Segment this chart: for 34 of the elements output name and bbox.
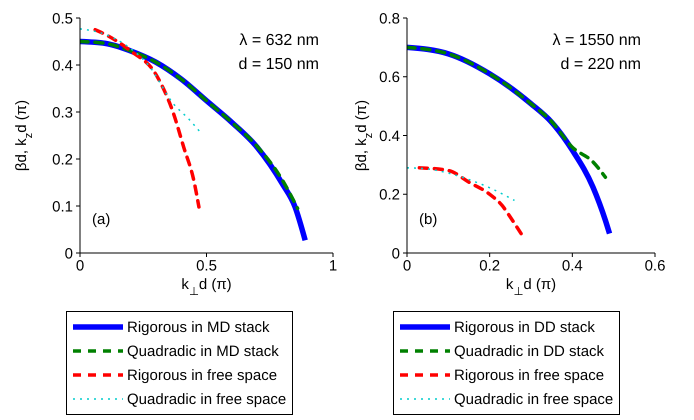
x-tick-label: 0 — [402, 258, 412, 275]
annotation: d = 150 nm — [238, 56, 319, 74]
annotation: (b) — [419, 211, 438, 228]
legend-label: Rigorous in MD stack — [127, 318, 270, 336]
legend-label: Rigorous in DD stack — [454, 318, 595, 336]
legend-label: Quadradic in DD stack — [454, 342, 604, 360]
y-tick-label: 0.5 — [52, 10, 73, 28]
annotation: λ = 1550 nm — [552, 32, 641, 50]
x-axis-title: k$_{⊥}$d (π) — [181, 276, 232, 298]
annotation: d = 220 nm — [560, 56, 641, 74]
legend-label: Quadradic in free space — [454, 390, 614, 408]
x-tick-label: 0.5 — [196, 258, 217, 275]
y-tick-label: 0 — [64, 245, 73, 262]
x-tick-label: 0.6 — [644, 258, 666, 275]
y-tick-label: 0.8 — [379, 10, 400, 28]
annotation: (a) — [92, 211, 110, 228]
y-tick-label: 0.4 — [52, 57, 73, 74]
y-tick-label: 0.6 — [379, 69, 400, 86]
y-tick-label: 0.4 — [379, 128, 400, 145]
x-tick-label: 0.2 — [479, 258, 500, 275]
x-tick-label: 0 — [76, 258, 84, 275]
annotation: λ = 632 nm — [239, 32, 319, 50]
x-axis-title: k$_{⊥}$d (π) — [506, 276, 556, 298]
y-tick-label: 0 — [392, 245, 400, 262]
y-tick-label: 0.2 — [379, 186, 400, 204]
y-tick-label: 0.1 — [52, 198, 73, 216]
legend-label: Quadradic in free space — [127, 390, 286, 408]
y-tick-label: 0.2 — [52, 151, 73, 168]
x-tick-label: 1 — [328, 258, 338, 275]
legend-label: Rigorous in free space — [454, 366, 604, 384]
legend-label: Rigorous in free space — [127, 366, 278, 384]
legend-label: Quadradic in MD stack — [127, 342, 279, 360]
y-tick-label: 0.3 — [52, 104, 73, 122]
x-tick-label: 0.4 — [562, 258, 583, 275]
